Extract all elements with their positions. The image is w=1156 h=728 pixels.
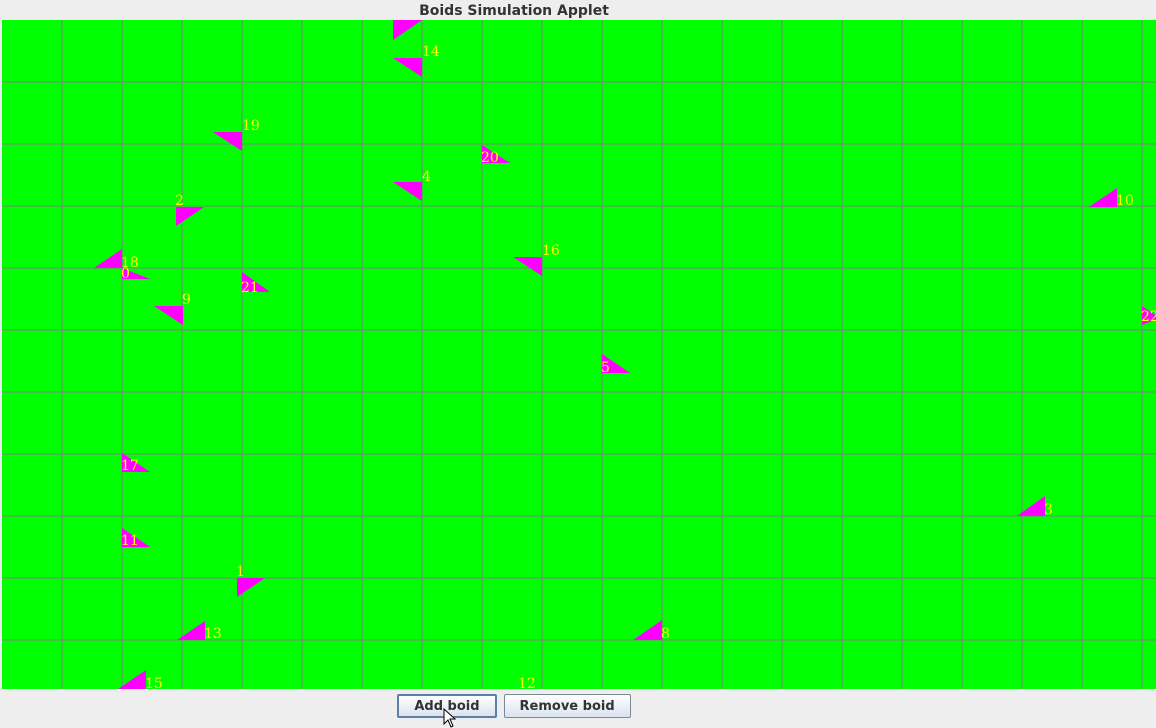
boid-5 xyxy=(602,354,630,373)
boid-label-4: 4 xyxy=(422,169,431,185)
boid-1 xyxy=(237,578,265,597)
remove-boid-button[interactable]: Remove boid xyxy=(503,694,631,718)
boid-label-2: 2 xyxy=(175,193,184,209)
boid-19 xyxy=(213,132,242,151)
boid-label-19: 19 xyxy=(242,118,260,134)
boid-4 xyxy=(393,182,422,201)
boid xyxy=(393,20,422,40)
boid-11 xyxy=(122,528,150,547)
boid-label-20: 20 xyxy=(481,150,499,166)
boid-17 xyxy=(122,453,150,472)
boid-label-21: 21 xyxy=(241,280,259,296)
simulation-svg xyxy=(2,20,1156,689)
boid-15 xyxy=(118,670,146,689)
boid-22 xyxy=(1142,306,1156,325)
boid-label-14: 14 xyxy=(422,44,440,60)
boid-label-15: 15 xyxy=(145,676,163,689)
boid-label-22: 22 xyxy=(1141,309,1156,325)
boid-label-17: 17 xyxy=(121,458,139,474)
boid-14 xyxy=(393,58,422,77)
boid-18 xyxy=(94,249,122,268)
boid-label-10: 10 xyxy=(1116,193,1134,209)
boid-label-16: 16 xyxy=(542,243,560,259)
boid-9 xyxy=(154,306,183,325)
boid-2 xyxy=(176,207,204,226)
mouse-cursor-icon xyxy=(443,708,457,728)
boid-label-1: 1 xyxy=(236,564,245,580)
simulation-canvas[interactable]: 0 1 2 3 4 5 8 9 10 11 12 13 14 15 16 17 18 19 20 21 22 xyxy=(2,20,1156,689)
boid-label-5: 5 xyxy=(601,360,610,376)
add-boid-button[interactable]: Add boid xyxy=(397,694,497,718)
boid-0 xyxy=(122,268,150,279)
boid-label-13: 13 xyxy=(204,626,222,642)
boid-13 xyxy=(177,621,205,640)
boid-label-9: 9 xyxy=(182,292,191,308)
boid-21 xyxy=(242,272,270,292)
boid-20 xyxy=(482,145,510,163)
boid-label-8: 8 xyxy=(661,626,670,642)
boid-8 xyxy=(633,620,662,640)
applet-title: Boids Simulation Applet xyxy=(419,3,609,19)
boid-label-0: 0 xyxy=(121,266,130,282)
boid-label-12: 12 xyxy=(518,676,536,689)
control-bar: Add boid Remove boid xyxy=(0,694,1028,719)
boid-label-11: 11 xyxy=(121,533,139,549)
boid-label-18: 18 xyxy=(121,255,139,271)
boid-16 xyxy=(513,257,542,276)
boid-3 xyxy=(1017,496,1045,516)
boid-label-3: 3 xyxy=(1044,502,1053,518)
boid-10 xyxy=(1089,188,1117,207)
